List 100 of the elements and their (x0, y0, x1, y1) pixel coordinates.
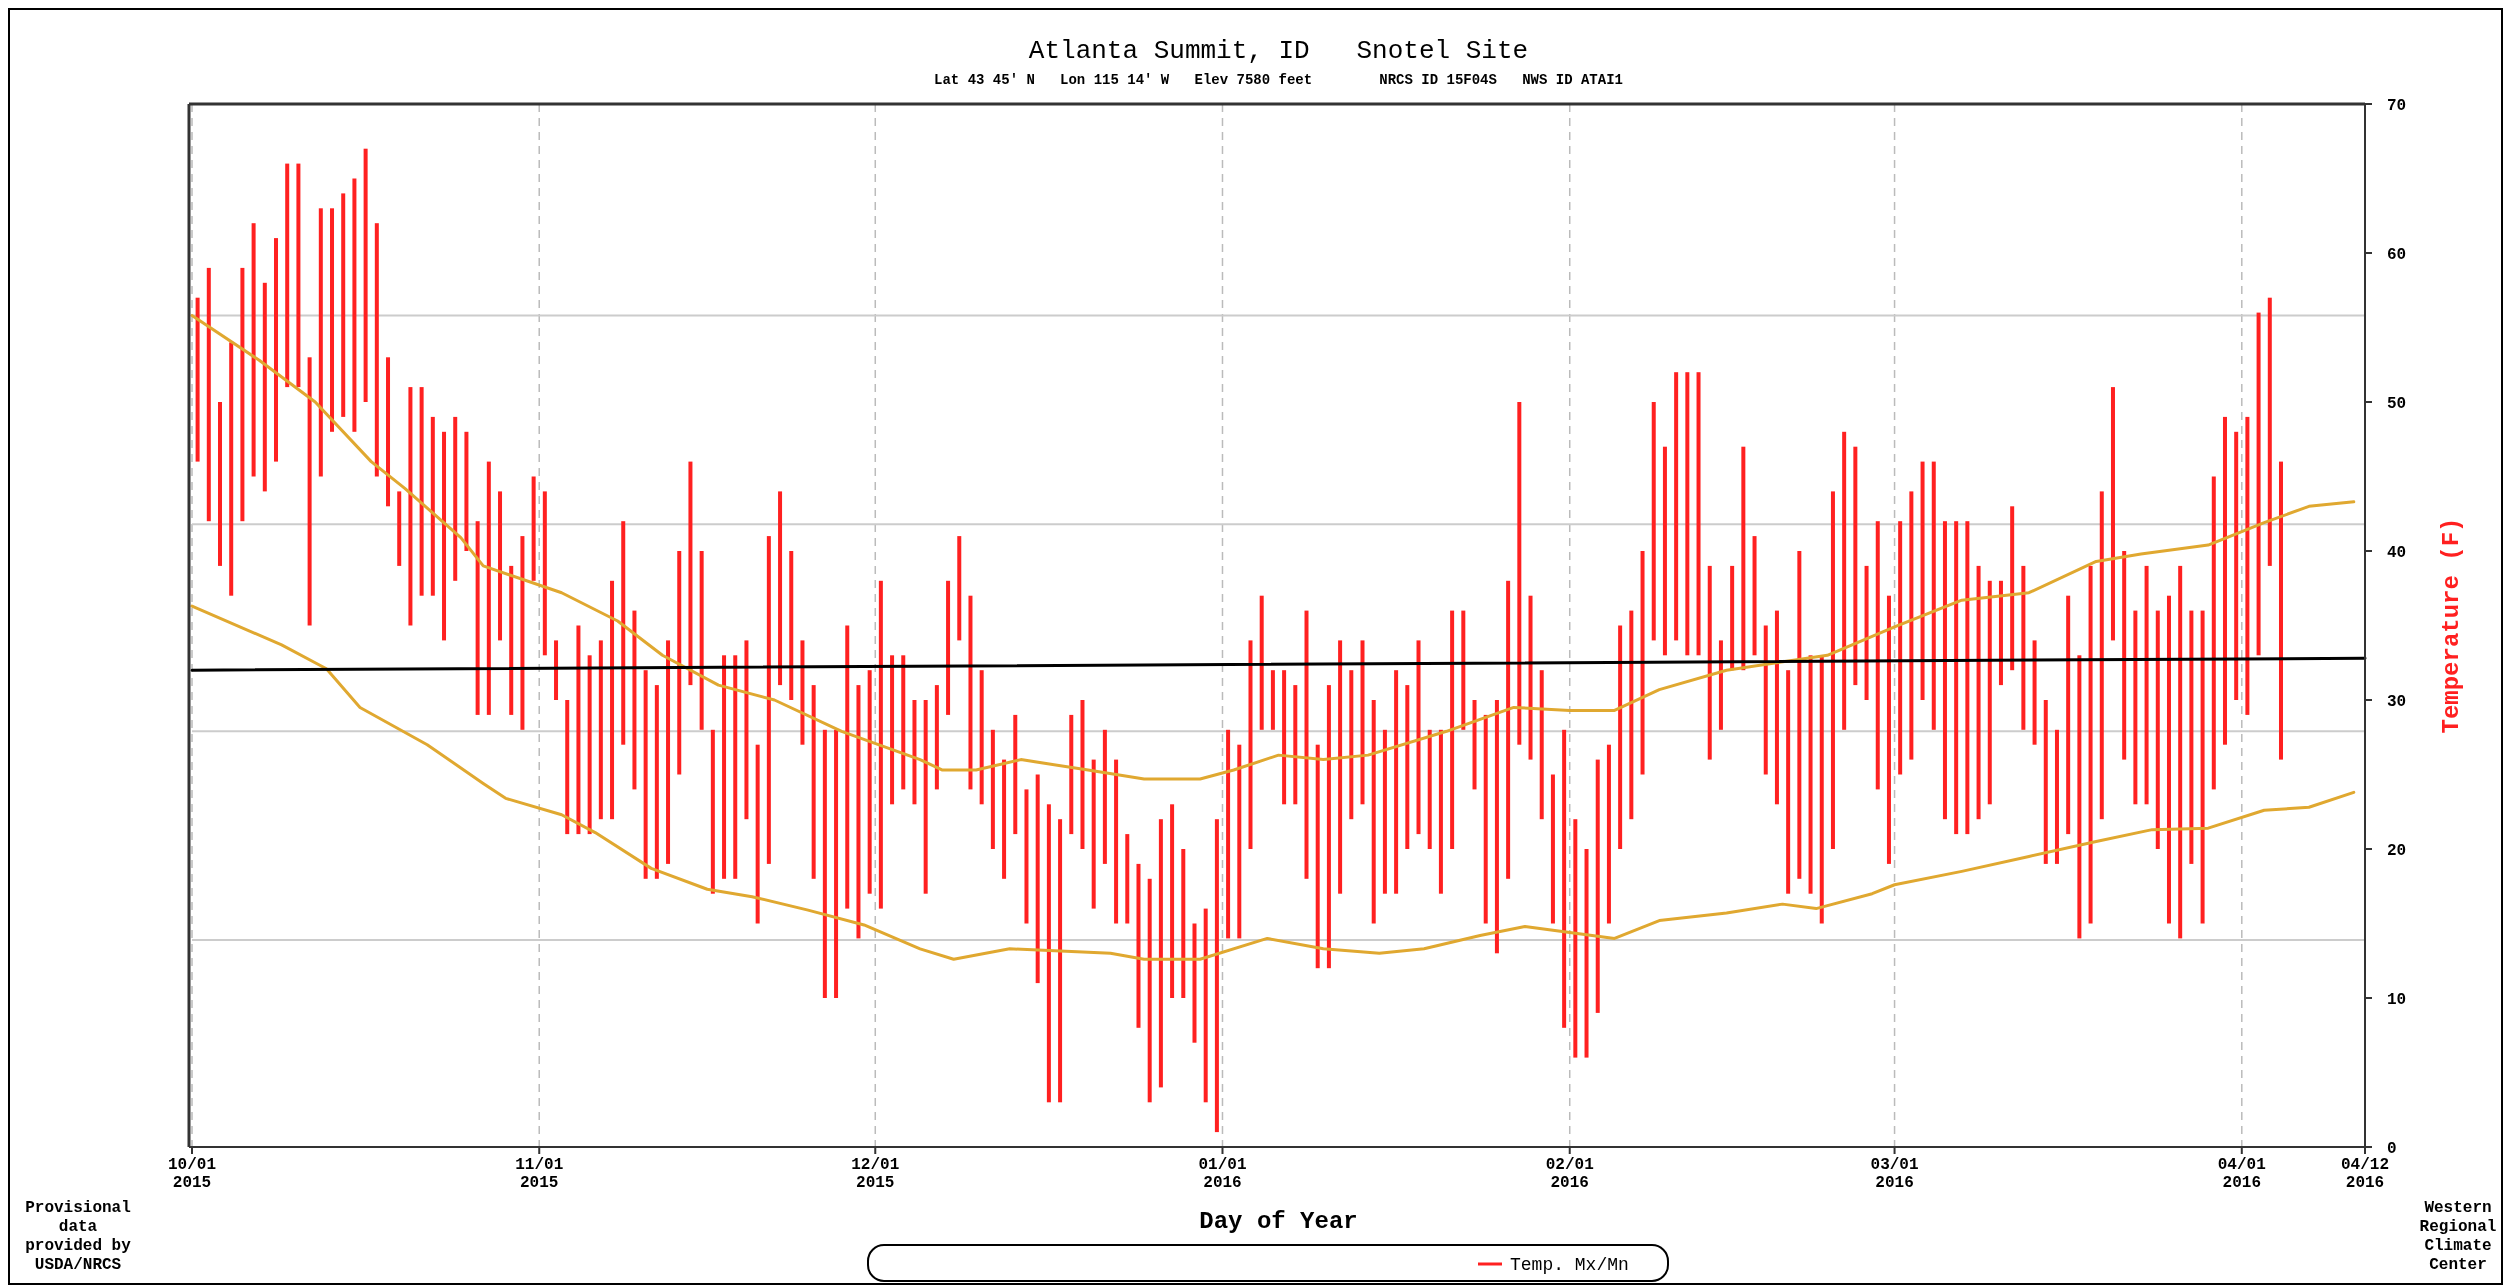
bar (1371, 700, 1376, 924)
bar (1270, 670, 1275, 730)
bar (2122, 551, 2127, 760)
bar (800, 640, 805, 745)
bar (834, 729, 839, 998)
bar (1506, 580, 1511, 879)
bar (374, 223, 379, 477)
bar (1965, 521, 1970, 835)
bar (330, 208, 335, 432)
bar (2166, 595, 2171, 924)
bar (554, 640, 559, 700)
bar (1158, 819, 1163, 1088)
bar (430, 416, 435, 596)
bar (1853, 446, 1858, 686)
bar (968, 595, 973, 790)
bar (621, 521, 626, 745)
bar (262, 282, 267, 492)
bar (643, 670, 648, 879)
bar (531, 476, 536, 581)
bar (1954, 521, 1959, 835)
bar (1696, 372, 1701, 656)
bar (946, 580, 951, 715)
bar (2088, 565, 2093, 924)
x-tick-label: 03/01 2016 (1870, 1156, 1919, 1192)
bar (867, 670, 872, 894)
bar (1046, 804, 1051, 1103)
bar (1808, 655, 1813, 894)
bar (2234, 431, 2239, 700)
line-series (190, 604, 2356, 961)
text: Provisional data provided by USDA/NRCS (25, 1199, 132, 1274)
bar (1797, 551, 1802, 879)
bar (890, 655, 895, 805)
x-tick-label: 02/01 2016 (1545, 1156, 1594, 1192)
bar (1763, 625, 1768, 775)
bar (666, 640, 671, 864)
bar (1629, 610, 1634, 820)
bar (1685, 372, 1690, 656)
bar (677, 551, 682, 775)
bar (2043, 700, 2048, 864)
bar (352, 178, 357, 432)
bar (1618, 625, 1623, 849)
bar (1595, 759, 1600, 1013)
bar (1909, 491, 1914, 760)
bar (1562, 729, 1567, 1028)
bar (1472, 700, 1477, 790)
bar (845, 625, 850, 909)
chart-subtitle: Lat 43 45' N Lon 115 14' W Elev 7580 feet NRCS ID 15F04S NWS ID ATAI1 (934, 72, 1623, 88)
bar (1819, 655, 1824, 924)
y-tick-label: 20 (2387, 842, 2407, 860)
bar (2178, 565, 2183, 939)
bar (509, 565, 514, 715)
y-tick-label: 40 (2387, 544, 2407, 562)
chart-title: Atlanta Summit, ID Snotel Site (1028, 36, 1529, 66)
bar (1674, 372, 1679, 641)
bar (1830, 491, 1835, 849)
bar (1013, 714, 1018, 835)
bar (2245, 416, 2250, 715)
bar (2267, 297, 2272, 566)
bar (1170, 804, 1175, 998)
bar (912, 700, 917, 805)
bar (878, 580, 883, 909)
bar (789, 551, 794, 700)
bar (1438, 729, 1443, 894)
bar (979, 670, 984, 805)
bar (1058, 819, 1063, 1103)
bar (1998, 580, 2003, 686)
bar (856, 685, 861, 939)
bar (766, 536, 771, 864)
bar (1304, 610, 1309, 879)
bar (565, 700, 570, 835)
bar (1114, 759, 1119, 924)
bar (811, 685, 816, 879)
y-tick-label: 0 (2387, 1140, 2397, 1158)
bar (1640, 551, 1645, 775)
bar (486, 461, 491, 715)
bar (1349, 670, 1354, 820)
bar (654, 685, 659, 879)
bar (397, 491, 402, 566)
bar (990, 729, 995, 849)
bar (710, 729, 715, 894)
y-tick-label: 10 (2387, 991, 2407, 1009)
bar (722, 655, 727, 879)
legend-label: Temp. Mx/Mn (1510, 1255, 1629, 1275)
bar (442, 431, 447, 641)
bar (2278, 461, 2283, 760)
bar (285, 163, 290, 388)
bar (1326, 685, 1331, 969)
bar (1864, 565, 1869, 700)
bar (274, 238, 279, 462)
x-tick-label: 12/01 2015 (851, 1156, 900, 1192)
bar (1125, 834, 1130, 924)
bar (1282, 670, 1287, 805)
bar (453, 416, 458, 581)
bar (1886, 595, 1891, 864)
bar (576, 625, 581, 835)
bar (2077, 655, 2082, 939)
bar (498, 491, 503, 641)
bar (1662, 446, 1667, 656)
y-tick-label: 30 (2387, 693, 2407, 711)
bar (934, 685, 939, 790)
